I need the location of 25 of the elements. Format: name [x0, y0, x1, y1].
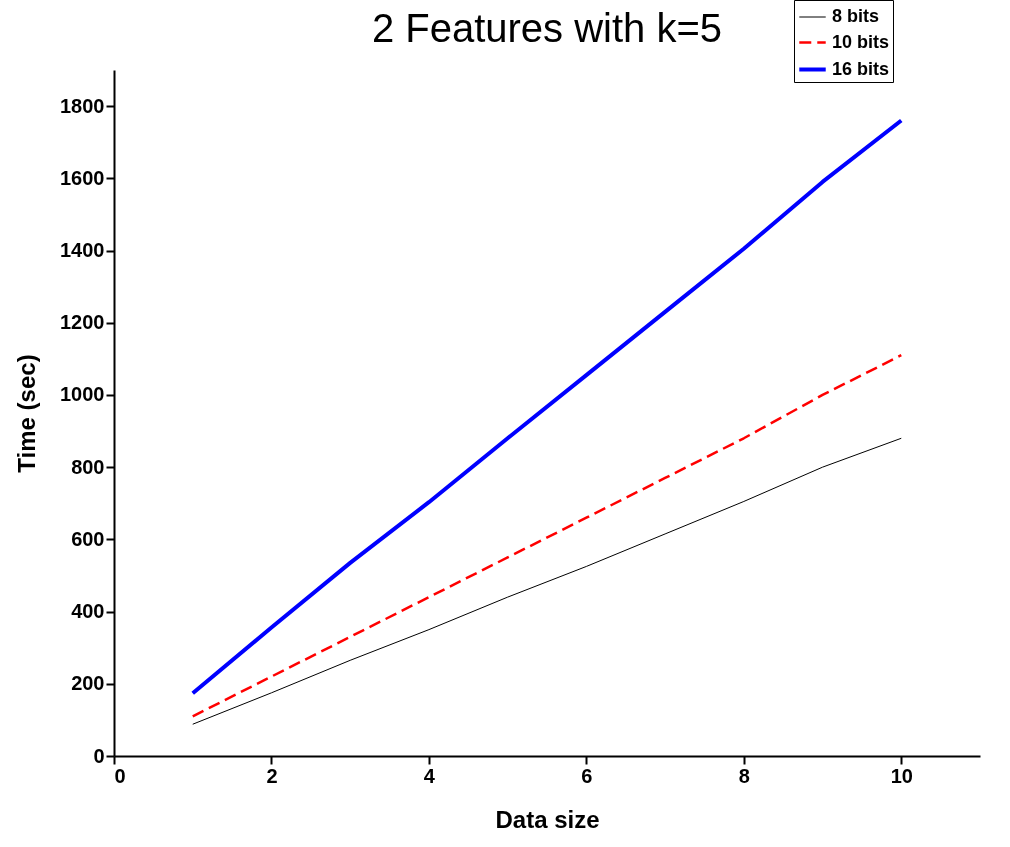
y-tick-label: 1400 — [60, 239, 105, 262]
legend-label: 10 bits — [832, 31, 890, 52]
x-tick-label: 0 — [114, 764, 126, 787]
legend-label: 8 bits — [832, 6, 880, 26]
line-series — [190, 118, 904, 696]
chart-title: 2 Features with k=5 — [371, 6, 723, 50]
x-tick-label: 2 — [266, 764, 278, 787]
x-tick-label: 4 — [423, 764, 436, 787]
y-tick-label: 1800 — [60, 94, 105, 117]
y-tick-label: 1200 — [60, 311, 105, 334]
x-tick-label: 8 — [738, 764, 750, 787]
x-axis-title: Data size — [495, 805, 600, 833]
x-tick-label: 10 — [890, 764, 913, 787]
x-tick-label: 6 — [581, 764, 593, 787]
y-axis-title: Time (sec) — [13, 354, 41, 473]
y-tick-label: 800 — [71, 455, 105, 478]
line-series — [192, 437, 902, 725]
y-tick-label: 1600 — [60, 166, 105, 189]
y-tick-label: 1000 — [60, 383, 105, 406]
y-tick-label: 400 — [71, 600, 105, 623]
line-series — [191, 353, 903, 718]
y-tick-label: 600 — [71, 527, 105, 550]
y-tick-label: 200 — [71, 672, 105, 695]
legend-label: 16 bits — [832, 58, 890, 79]
y-tick-label: 0 — [93, 744, 105, 767]
